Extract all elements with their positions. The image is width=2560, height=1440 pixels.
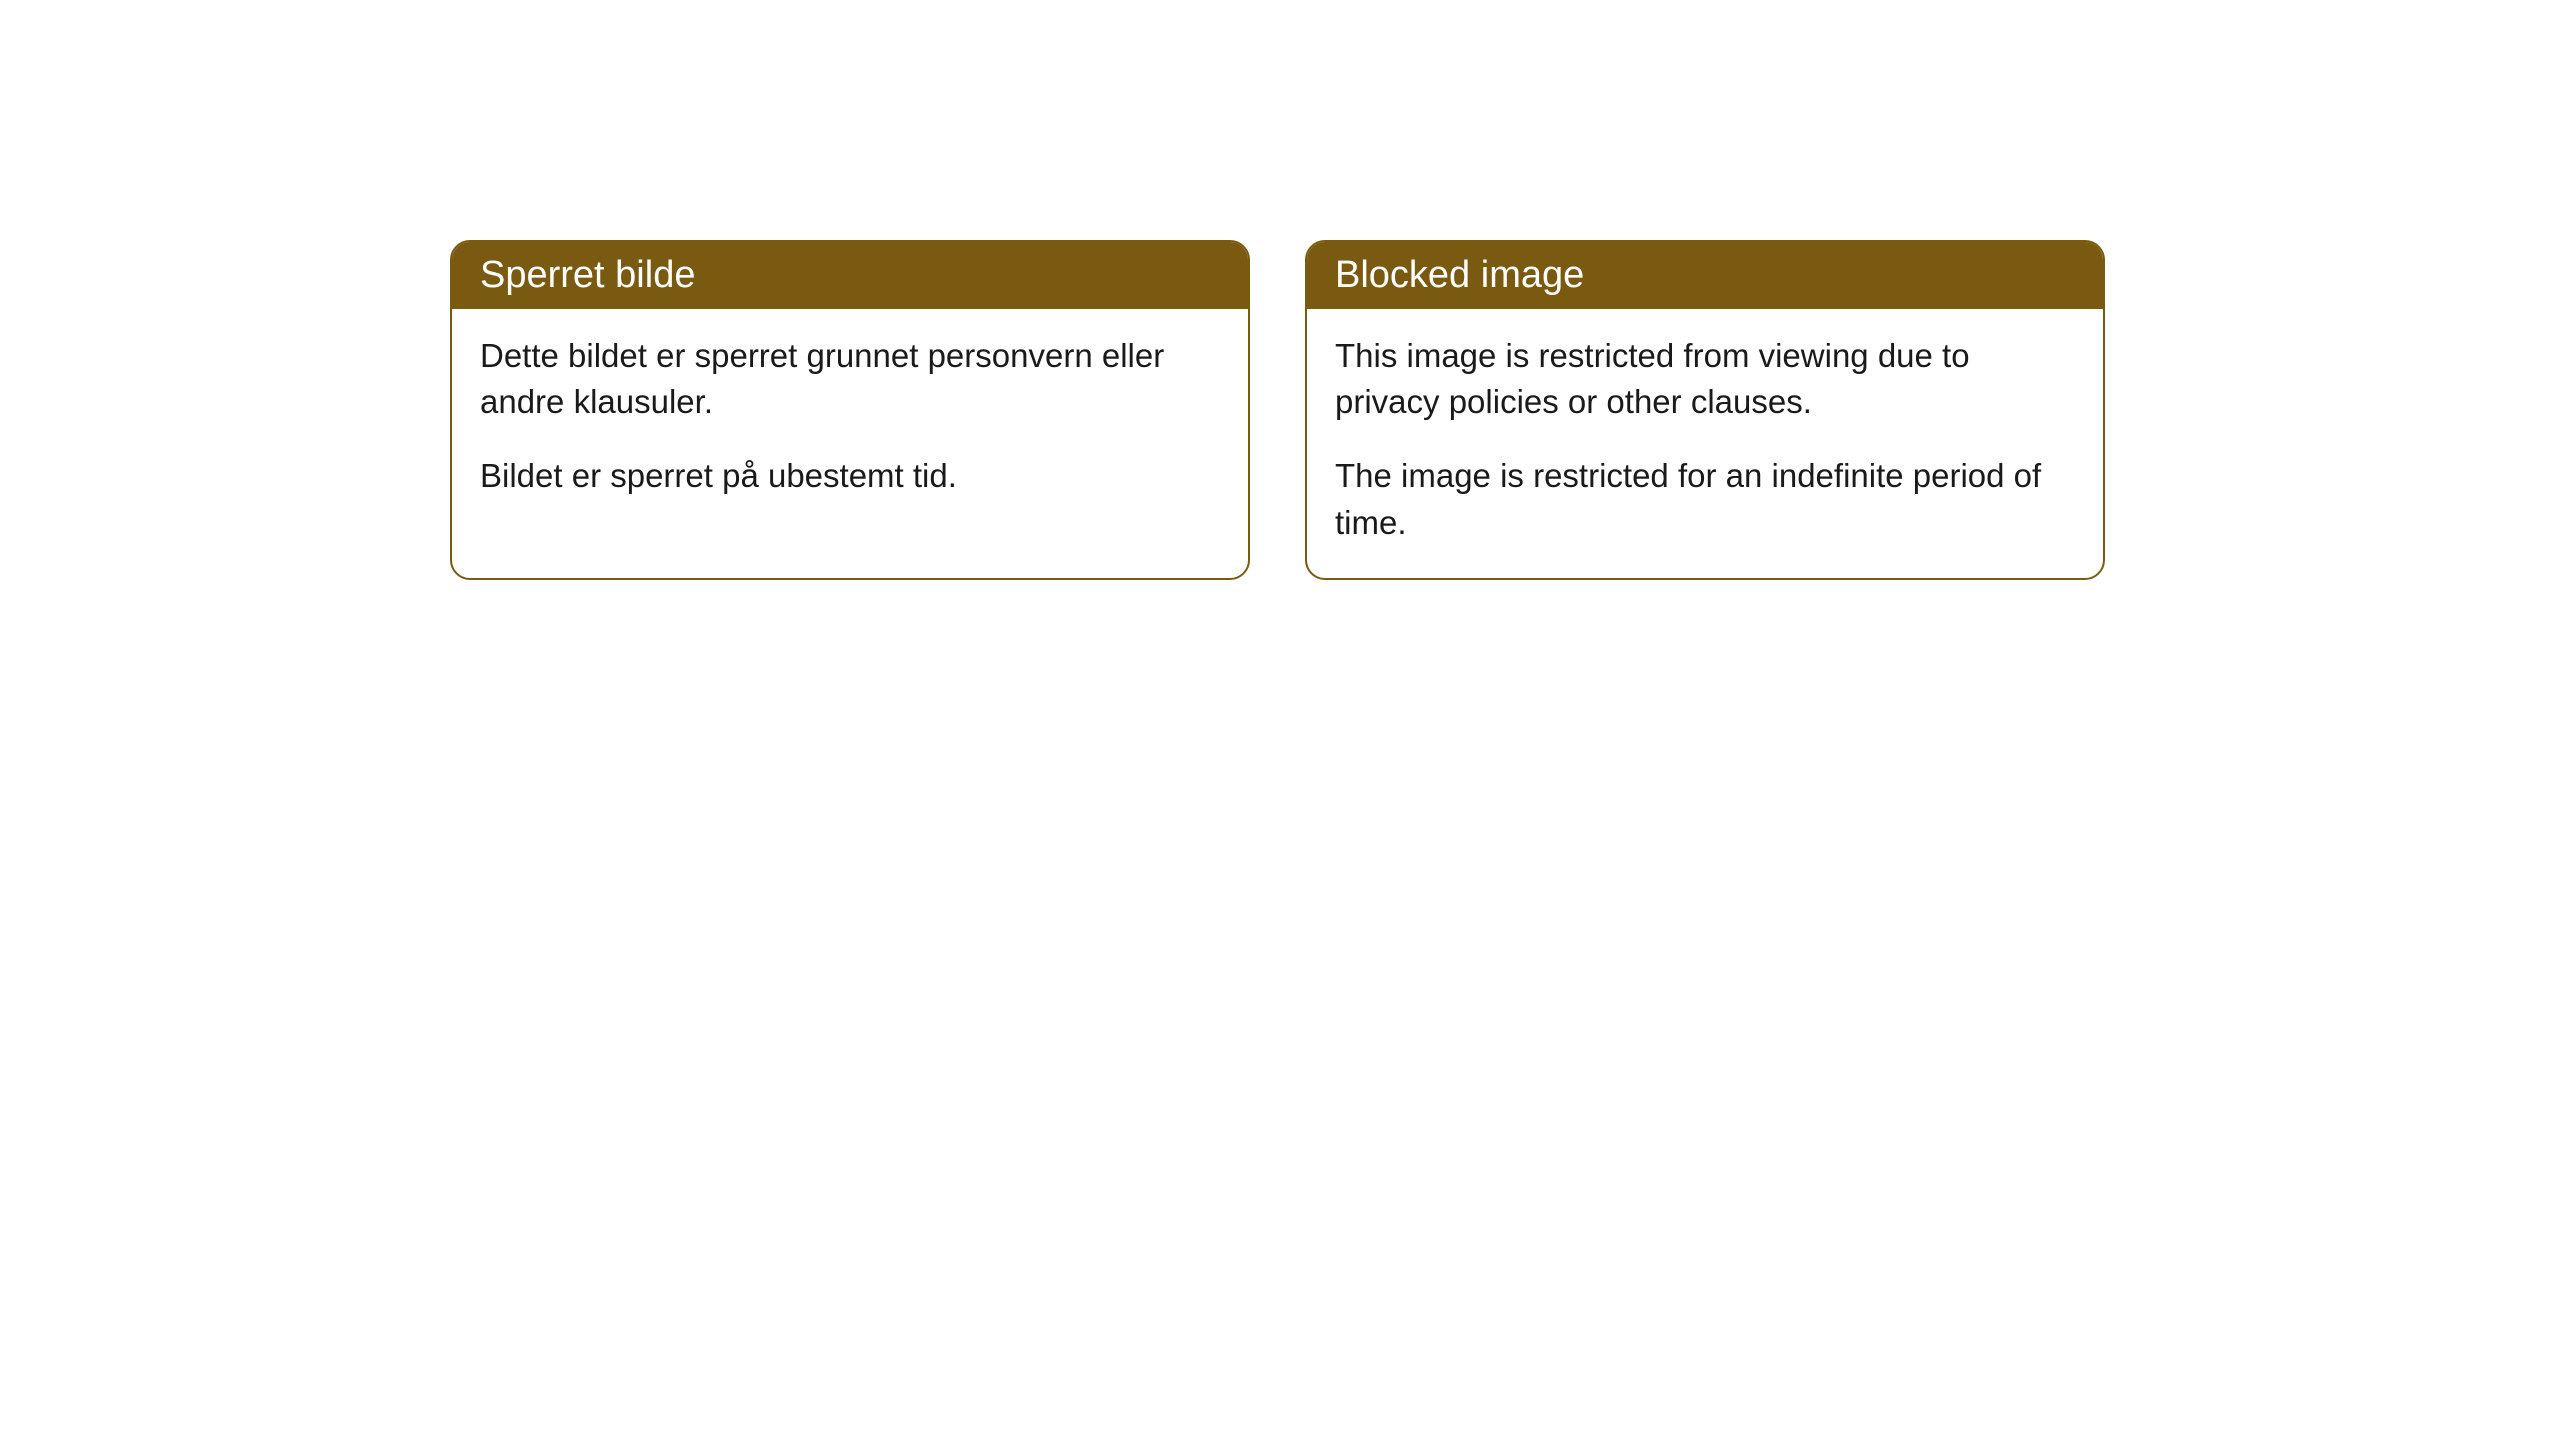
notice-container: Sperret bilde Dette bildet er sperret gr… [0, 0, 2560, 580]
card-paragraph: Dette bildet er sperret grunnet personve… [480, 333, 1220, 425]
card-paragraph: Bildet er sperret på ubestemt tid. [480, 453, 1220, 499]
card-paragraph: This image is restricted from viewing du… [1335, 333, 2075, 425]
card-body: This image is restricted from viewing du… [1307, 309, 2103, 578]
card-paragraph: The image is restricted for an indefinit… [1335, 453, 2075, 545]
card-body: Dette bildet er sperret grunnet personve… [452, 309, 1248, 532]
card-title: Blocked image [1307, 242, 2103, 309]
card-title: Sperret bilde [452, 242, 1248, 309]
notice-card-english: Blocked image This image is restricted f… [1305, 240, 2105, 580]
notice-card-norwegian: Sperret bilde Dette bildet er sperret gr… [450, 240, 1250, 580]
